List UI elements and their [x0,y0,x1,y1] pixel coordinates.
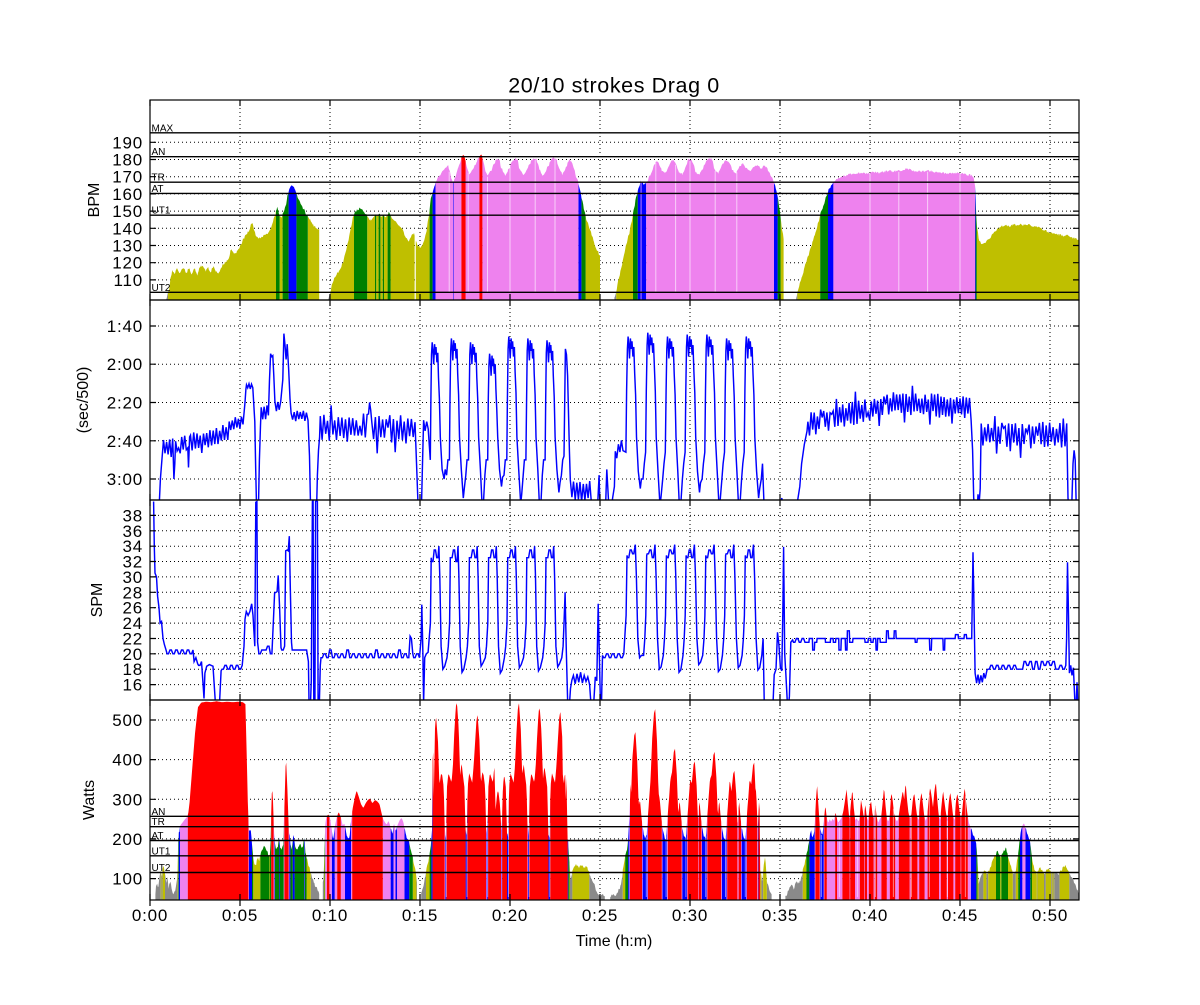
svg-text:20: 20 [122,645,143,664]
svg-text:500: 500 [112,711,143,730]
svg-text:0:30: 0:30 [672,906,708,925]
svg-text:TR: TR [152,173,165,184]
svg-text:(sec/500): (sec/500) [75,367,92,434]
svg-text:1:40: 1:40 [107,317,143,336]
svg-text:34: 34 [122,537,143,556]
svg-text:16: 16 [122,676,143,695]
svg-text:0:40: 0:40 [852,906,888,925]
svg-text:170: 170 [112,168,143,187]
svg-text:300: 300 [112,790,143,809]
svg-text:0:05: 0:05 [222,906,258,925]
svg-text:UT2: UT2 [152,283,171,294]
svg-text:20/10 strokes Drag 0: 20/10 strokes Drag 0 [508,74,720,98]
svg-text:150: 150 [112,202,143,221]
svg-text:0:00: 0:00 [132,906,168,925]
svg-text:110: 110 [113,271,143,290]
svg-text:2:40: 2:40 [107,432,143,451]
svg-text:38: 38 [122,506,143,525]
svg-text:Watts: Watts [81,780,98,820]
svg-text:0:45: 0:45 [942,906,978,925]
svg-text:AN: AN [152,147,166,158]
svg-text:3:00: 3:00 [107,470,143,489]
svg-text:22: 22 [122,630,143,649]
svg-text:24: 24 [122,614,143,633]
svg-text:200: 200 [112,830,143,849]
svg-text:160: 160 [112,185,143,204]
svg-text:AN: AN [152,807,166,818]
svg-text:MAX: MAX [152,123,174,134]
svg-text:0:20: 0:20 [492,906,528,925]
svg-text:30: 30 [122,568,143,587]
svg-text:AT: AT [152,184,164,195]
svg-text:Time (h:m): Time (h:m) [576,933,653,950]
svg-text:2:20: 2:20 [107,394,143,413]
svg-text:TR: TR [152,817,165,828]
svg-text:28: 28 [122,583,143,602]
svg-text:SPM: SPM [89,583,106,618]
svg-text:0:10: 0:10 [312,906,348,925]
svg-text:190: 190 [112,133,143,152]
svg-text:26: 26 [122,599,143,618]
svg-text:32: 32 [122,553,143,572]
svg-text:140: 140 [112,219,143,238]
svg-text:UT2: UT2 [152,863,171,874]
svg-text:BPM: BPM [86,183,103,218]
svg-text:18: 18 [122,660,143,679]
svg-text:UT1: UT1 [152,206,171,217]
svg-text:400: 400 [112,751,143,770]
svg-text:0:35: 0:35 [762,906,798,925]
svg-text:0:25: 0:25 [582,906,618,925]
svg-text:0:50: 0:50 [1032,906,1068,925]
svg-text:36: 36 [122,522,143,541]
svg-text:AT: AT [152,831,164,842]
svg-text:180: 180 [112,151,143,170]
svg-text:100: 100 [112,870,143,889]
svg-text:2:00: 2:00 [107,355,143,374]
svg-text:120: 120 [112,254,143,273]
svg-text:0:15: 0:15 [402,906,438,925]
svg-text:UT1: UT1 [152,846,171,857]
svg-text:130: 130 [112,237,143,256]
